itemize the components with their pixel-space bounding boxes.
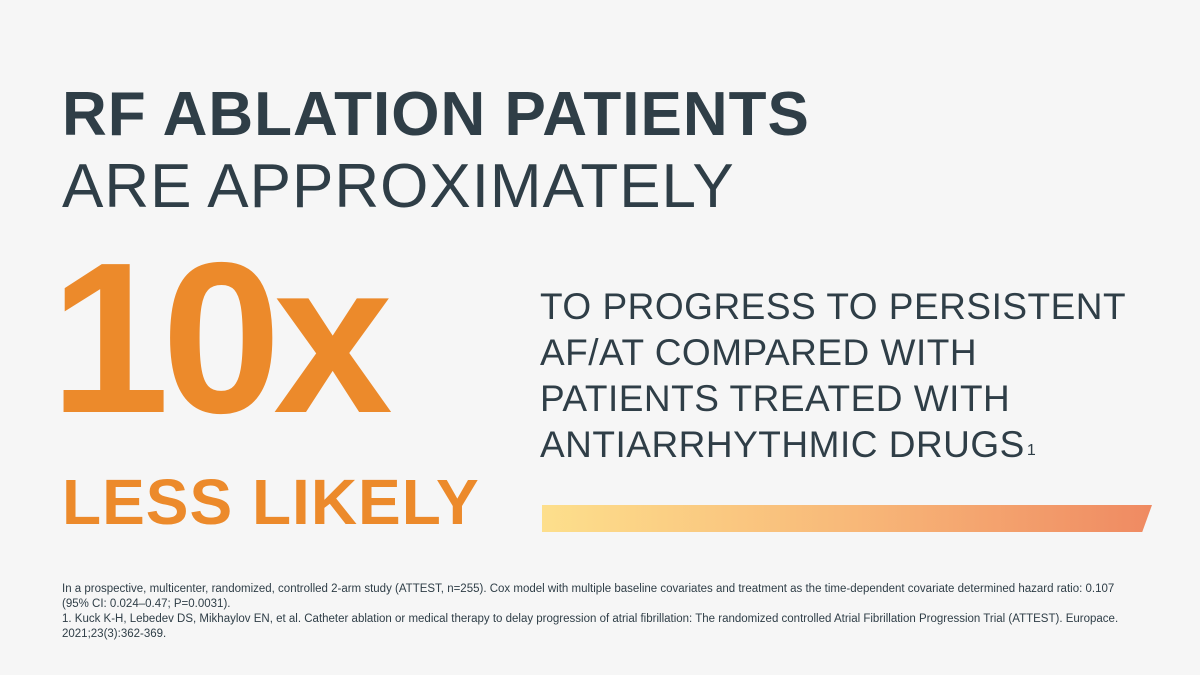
gradient-accent-bar bbox=[542, 505, 1152, 532]
headline-line-2: ARE APPROXIMATELY bbox=[62, 152, 735, 221]
footnote-reference: 1. Kuck K-H, Lebedev DS, Mikhaylov EN, e… bbox=[62, 613, 1119, 640]
footnote-reference-marker: 1 bbox=[1026, 442, 1037, 459]
statement-line-3: PATIENTS TREATED WITH bbox=[540, 378, 1011, 419]
statement-line-1: TO PROGRESS TO PERSISTENT bbox=[540, 286, 1127, 327]
statement-text: TO PROGRESS TO PERSISTENT AF/AT COMPARED… bbox=[540, 284, 1126, 468]
footnote-study: In a prospective, multicenter, randomize… bbox=[62, 583, 1115, 610]
headline-line-1: RF ABLATION PATIENTS bbox=[62, 80, 810, 149]
stat-qualifier: LESS LIKELY bbox=[62, 466, 480, 538]
statement-line-4: ANTIARRHYTHMIC DRUGS 1 bbox=[540, 422, 1126, 468]
statement-line-4-text: ANTIARRHYTHMIC DRUGS bbox=[540, 424, 1025, 465]
statement-line-2: AF/AT COMPARED WITH bbox=[540, 332, 978, 373]
stat-number: 10x bbox=[50, 217, 393, 458]
footnotes: In a prospective, multicenter, randomize… bbox=[62, 582, 1142, 642]
